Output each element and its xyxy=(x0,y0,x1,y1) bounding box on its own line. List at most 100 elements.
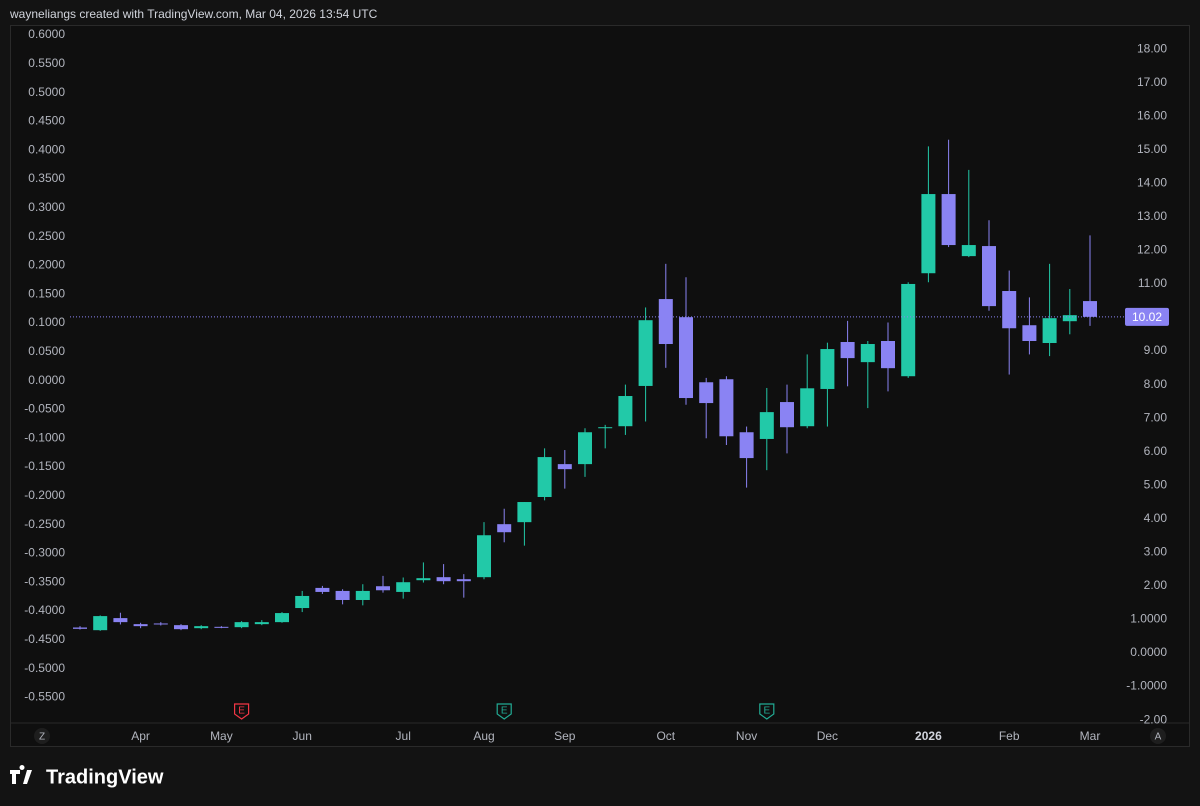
axis-button-label[interactable]: Z xyxy=(39,732,45,743)
y-tick-label: 15.00 xyxy=(1137,142,1167,156)
y-tick-label: 2.00 xyxy=(1144,578,1168,592)
candle-body xyxy=(719,379,734,437)
y2-tick-label: 0.0000 xyxy=(28,373,65,387)
candle-body xyxy=(214,626,229,628)
y-tick-label: 12.00 xyxy=(1137,243,1167,257)
y2-tick-label: -0.1000 xyxy=(24,430,65,444)
candle-body xyxy=(73,627,87,629)
candle-body xyxy=(982,246,996,307)
y2-tick-label: -0.2500 xyxy=(24,517,65,531)
y-tick-label: 7.00 xyxy=(1144,410,1168,424)
last-price-tag xyxy=(1125,307,1169,326)
candle-body xyxy=(941,194,956,246)
candle-body xyxy=(881,340,895,369)
x-tick-label: Oct xyxy=(656,729,675,743)
candle-body xyxy=(961,245,976,257)
candle-body xyxy=(113,618,128,623)
y2-tick-label: 0.6000 xyxy=(28,27,65,41)
event-icon xyxy=(496,703,512,720)
y-tick-label: 17.00 xyxy=(1137,75,1167,89)
candle-body xyxy=(780,402,794,428)
candle-body xyxy=(315,587,330,592)
y-tick-label: 3.00 xyxy=(1144,545,1168,559)
x-tick-label: Nov xyxy=(736,729,757,743)
candle-body xyxy=(578,432,592,465)
candle-body xyxy=(800,388,815,427)
candle-body xyxy=(477,535,491,578)
y2-tick-label: 0.3500 xyxy=(28,171,65,185)
candle-body xyxy=(679,317,693,399)
x-tick-label: Jul xyxy=(396,729,411,743)
y-tick-label: 1.0000 xyxy=(1130,612,1167,626)
candle-body xyxy=(638,320,653,386)
y2-tick-label: 0.1000 xyxy=(28,315,65,329)
candle-body xyxy=(618,396,633,427)
candle-body xyxy=(234,622,249,628)
x-tick-label: Apr xyxy=(131,729,150,743)
axis-button[interactable] xyxy=(34,728,50,744)
x-tick-label: May xyxy=(210,729,233,743)
brand-logo xyxy=(10,765,32,784)
y2-tick-label: -0.0500 xyxy=(24,402,65,416)
y-tick-label: -2.00 xyxy=(1140,712,1168,726)
candle-body xyxy=(537,457,552,497)
candle-body xyxy=(153,623,168,625)
candle-body xyxy=(497,524,512,533)
y-tick-label: 13.00 xyxy=(1137,209,1167,223)
y-tick-label: 14.00 xyxy=(1137,175,1167,189)
y2-tick-label: -0.3500 xyxy=(24,574,65,588)
header: wayneliangs created with TradingView.com… xyxy=(9,7,378,21)
candle-body xyxy=(840,342,855,359)
last-price-label: 10.02 xyxy=(1132,310,1162,324)
candle-body xyxy=(901,283,916,377)
event-icon xyxy=(234,703,250,720)
candle-body xyxy=(335,590,350,600)
candle-body xyxy=(699,382,714,404)
event-label: E xyxy=(501,706,508,717)
x-tick-label: Mar xyxy=(1080,729,1101,743)
candle-body xyxy=(133,624,148,627)
candle-body xyxy=(295,595,310,609)
y2-tick-label: -0.4000 xyxy=(24,603,65,617)
candle-body xyxy=(194,626,209,629)
y2-tick-label: -0.5000 xyxy=(24,661,65,675)
candle-body xyxy=(517,502,532,523)
y-tick-label: 11.00 xyxy=(1138,276,1167,290)
axis-button[interactable] xyxy=(1150,728,1166,744)
candle-body xyxy=(921,194,936,274)
y2-tick-label: 0.4500 xyxy=(28,114,65,128)
y2-tick-label: 0.2000 xyxy=(28,258,65,272)
y2-tick-label: -0.5500 xyxy=(24,690,65,704)
x-tick-label: 2026 xyxy=(915,729,942,743)
y-tick-label: 18.00 xyxy=(1137,41,1167,55)
y-tick-label: 5.00 xyxy=(1144,477,1168,491)
x-tick-label: Dec xyxy=(817,729,838,743)
candle-body xyxy=(275,613,289,623)
y2-tick-label: 0.3000 xyxy=(28,200,65,214)
candle-body xyxy=(376,586,390,591)
candle-body xyxy=(820,349,835,389)
candle-body xyxy=(254,622,269,625)
event-label: E xyxy=(238,706,245,717)
y2-tick-label: -0.2000 xyxy=(24,488,65,502)
y2-tick-label: 0.0500 xyxy=(28,344,65,358)
candle-body xyxy=(416,578,431,581)
candle-body xyxy=(436,577,451,582)
y-tick-label: -1.0000 xyxy=(1126,679,1167,693)
candle-body xyxy=(1083,301,1097,317)
candle-body xyxy=(860,344,875,363)
candle-body xyxy=(759,412,774,439)
candle-body xyxy=(1002,291,1017,329)
candle-body xyxy=(456,579,471,582)
event-label: E xyxy=(763,706,770,717)
y2-tick-label: 0.1500 xyxy=(28,286,65,300)
y2-tick-label: 0.5500 xyxy=(28,56,65,70)
y2-tick-label: -0.4500 xyxy=(24,632,65,646)
y2-tick-label: 0.5000 xyxy=(28,85,65,99)
y-tick-label: 9.00 xyxy=(1144,343,1168,357)
y2-tick-label: 0.4000 xyxy=(28,142,65,156)
y-tick-label: 8.00 xyxy=(1144,377,1168,391)
candle-body xyxy=(658,299,673,345)
axis-button-label[interactable]: A xyxy=(1155,732,1162,743)
